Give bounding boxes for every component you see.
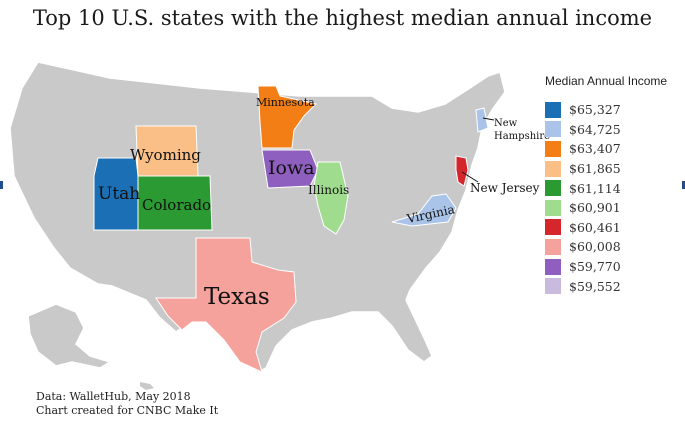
legend-swatch (545, 140, 561, 157)
legend-value: $60,461 (569, 219, 621, 235)
legend-value: $63,407 (569, 141, 621, 157)
label-iowa: Iowa (268, 157, 315, 179)
label-new-hampshire-line1: New (494, 118, 518, 129)
legend-value: $61,865 (569, 161, 621, 177)
legend-swatch (545, 238, 561, 255)
legend-item: $60,461 (545, 218, 675, 238)
legend-item: $65,327 (545, 100, 675, 120)
legend-value: $60,901 (569, 200, 621, 216)
right-edge-marker (682, 181, 685, 189)
label-new-jersey: New Jersey (470, 181, 540, 195)
virginia-shape (391, 193, 457, 227)
legend-item: $64,725 (545, 120, 675, 140)
label-new-hampshire-line2: Hampshire (494, 131, 550, 142)
legend-value: $60,008 (569, 239, 621, 255)
legend-swatch (545, 180, 561, 197)
legend-value: $65,327 (569, 102, 621, 118)
new-hampshire-shape (475, 107, 489, 133)
legend-swatch (545, 160, 561, 177)
legend-value: $59,770 (569, 259, 621, 275)
legend-swatch (545, 199, 561, 216)
legend-item: $60,901 (545, 198, 675, 218)
legend-title: Median Annual Income (545, 74, 668, 88)
illinois-shape (313, 161, 349, 235)
legend-value: $64,725 (569, 121, 621, 137)
legend-item: $61,114 (545, 178, 675, 198)
legend-swatch (545, 278, 561, 295)
texas-shape (155, 237, 297, 373)
new-hampshire-leader-line (482, 117, 495, 121)
hawaii-shape (140, 382, 154, 390)
legend-item: $59,770 (545, 257, 675, 277)
label-minnesota: Minnesota (256, 96, 315, 109)
us-base-map (9, 61, 506, 373)
legend: $65,327 $64,725 $63,407 $61,865 $61,114 … (545, 100, 675, 296)
legend-item: $60,008 (545, 237, 675, 257)
label-wyoming: Wyoming (130, 146, 201, 164)
credit-line: Chart created for CNBC Make It (36, 404, 219, 417)
new-jersey-shape (455, 155, 469, 187)
legend-item: $59,552 (545, 276, 675, 296)
legend-swatch (545, 121, 561, 138)
alaska-shape (27, 303, 112, 369)
label-colorado: Colorado (142, 196, 211, 214)
legend-value: $61,114 (569, 180, 621, 196)
source-note: Data: WalletHub, May 2018 Chart created … (36, 390, 218, 418)
legend-value: $59,552 (569, 278, 621, 294)
legend-item: $61,865 (545, 159, 675, 179)
source-line: Data: WalletHub, May 2018 (36, 390, 191, 403)
legend-item: $63,407 (545, 139, 675, 159)
iowa-shape (261, 149, 319, 189)
legend-swatch (545, 101, 561, 118)
colorado-shape (137, 175, 213, 231)
legend-swatch (545, 219, 561, 236)
legend-swatch (545, 258, 561, 275)
new-jersey-leader-line (461, 171, 479, 183)
left-edge-marker (0, 181, 3, 189)
minnesota-shape (257, 85, 317, 149)
label-illinois: Illinois (308, 183, 349, 197)
chart-title: Top 10 U.S. states with the highest medi… (32, 6, 653, 30)
label-utah: Utah (98, 184, 140, 204)
label-texas: Texas (204, 284, 270, 310)
